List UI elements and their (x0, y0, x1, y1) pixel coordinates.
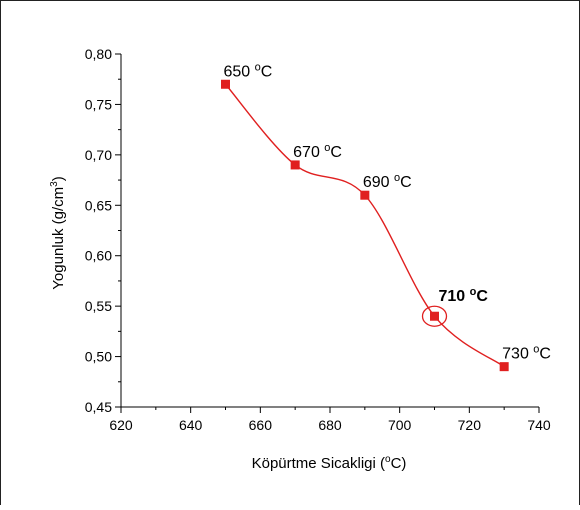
series-curve (224, 83, 505, 368)
data-point-label: 690 oC (363, 172, 412, 191)
y-tick-label: 0,60 (85, 248, 112, 264)
data-point-marker (221, 79, 230, 89)
y-tick-label: 0,45 (85, 399, 112, 415)
data-point-label: 710 oC (439, 286, 489, 305)
x-tick-label: 660 (249, 417, 273, 433)
y-tick-label: 0,80 (85, 46, 112, 62)
axes: 620 640 660 680 700 720 740 0,45 0,50 0,55 0,60 0,6… (85, 46, 551, 433)
highlight-circle (421, 305, 448, 327)
x-tick-label: 720 (458, 417, 482, 433)
y-tick-label: 0,50 (85, 349, 112, 365)
x-tick-label: 740 (527, 417, 551, 433)
curve-layer (224, 83, 505, 368)
y-axis-title: Yogunluk (g/cm3) (49, 176, 67, 289)
y-tick-label: 0,75 (85, 96, 112, 112)
marks-layer: 650 oC 670 oC 690 oC 710 oC 730 oC (221, 61, 551, 372)
data-point-label: 670 oC (293, 142, 342, 161)
y-tick-label: 0,55 (85, 298, 112, 314)
x-tick-label: 700 (388, 417, 412, 433)
y-tick-label: 0,70 (85, 147, 112, 163)
data-point-label: 730 oC (502, 344, 551, 363)
data-point-label: 650 oC (224, 61, 273, 80)
x-tick-label: 680 (318, 417, 342, 433)
data-point-marker (360, 190, 370, 200)
data-point-marker (430, 311, 439, 321)
data-point-marker (499, 362, 509, 372)
x-axis-title: Köpürtme Sicakligi (oC) (252, 454, 407, 472)
y-tick-label: 0,65 (85, 197, 112, 213)
data-point-marker (290, 160, 300, 170)
x-tick-label: 620 (109, 417, 133, 433)
x-tick-label: 640 (179, 417, 203, 433)
